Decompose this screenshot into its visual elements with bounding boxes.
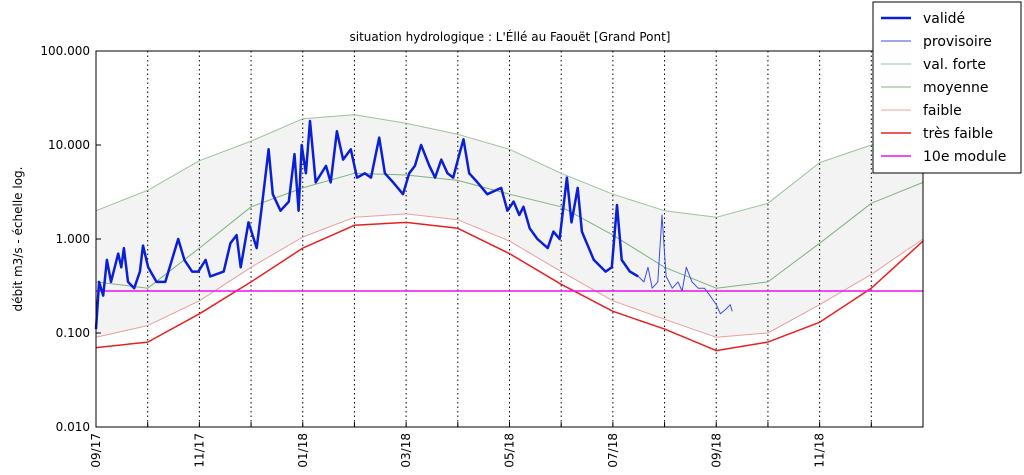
x-tick-label: 03/18 bbox=[399, 433, 413, 468]
y-axis-label: débit m3/s - échelle log. bbox=[11, 167, 25, 312]
chart-title: situation hydrologique : L'Éllé au Faouë… bbox=[350, 29, 671, 44]
plot-frame bbox=[95, 50, 924, 428]
series-line bbox=[95, 221, 924, 352]
y-tick-label: 100.000 bbox=[40, 44, 90, 58]
series-line bbox=[95, 114, 924, 218]
series-line bbox=[94, 119, 639, 330]
x-tick-label: 05/18 bbox=[503, 433, 517, 468]
legend-label: val. forte bbox=[923, 57, 986, 73]
legend-label: provisoire bbox=[923, 34, 992, 50]
series-line bbox=[95, 213, 924, 338]
x-tick-label: 01/18 bbox=[296, 433, 310, 468]
x-tick-label: 09/17 bbox=[89, 433, 103, 468]
y-tick-label: 0.100 bbox=[56, 326, 90, 340]
legend-label: moyenne bbox=[923, 80, 988, 96]
legend-label: très faible bbox=[923, 126, 993, 142]
legend-label: validé bbox=[923, 11, 965, 27]
legend-label: 10e module bbox=[923, 149, 1006, 165]
y-tick-label: 0.010 bbox=[56, 420, 90, 434]
x-tick-label: 11/17 bbox=[192, 433, 206, 468]
y-tick-label: 10.000 bbox=[48, 138, 90, 152]
x-tick-label: 11/18 bbox=[813, 433, 827, 468]
series-line bbox=[637, 214, 733, 315]
x-tick-label: 09/18 bbox=[709, 433, 723, 468]
x-tick-label: 07/18 bbox=[606, 433, 620, 468]
series-line bbox=[95, 172, 924, 289]
legend-label: faible bbox=[923, 103, 962, 119]
y-tick-label: 1.000 bbox=[56, 232, 90, 246]
